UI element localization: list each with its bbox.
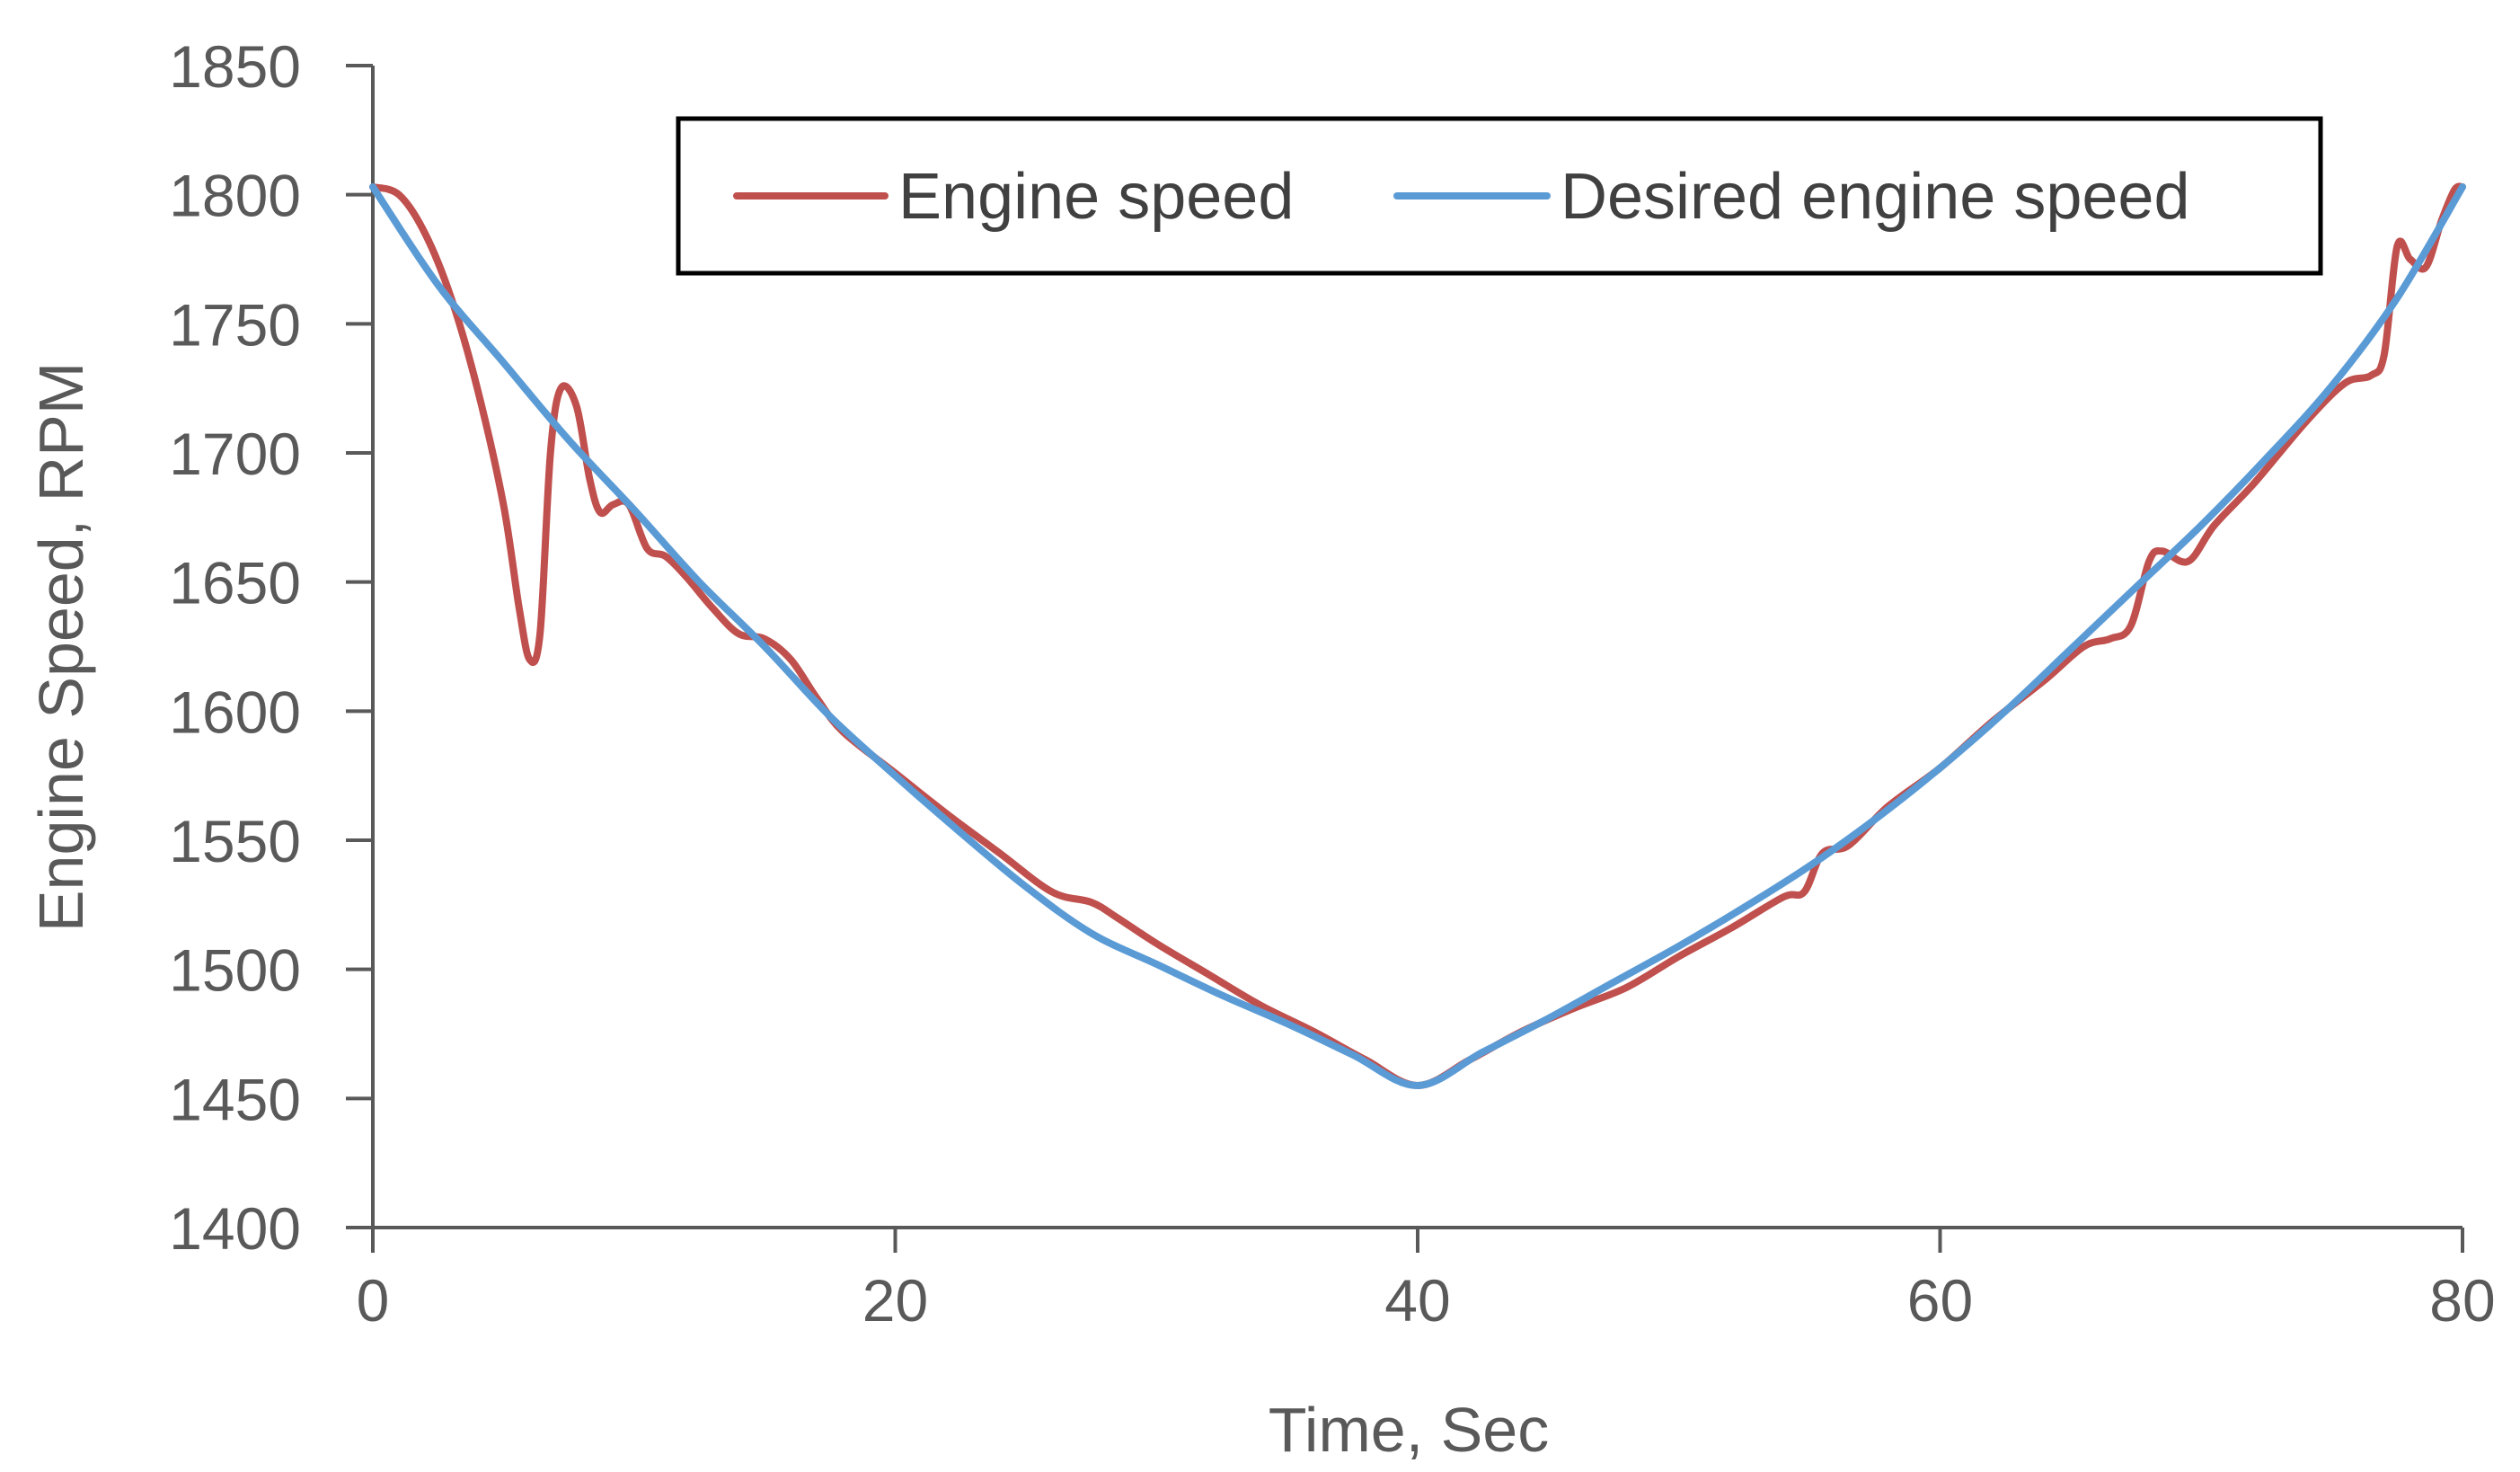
desired-engine-speed-line bbox=[369, 183, 2466, 1090]
y-tick-label: 1400 bbox=[169, 1195, 301, 1262]
engine-speed-line bbox=[369, 182, 2466, 1089]
x-tick-label: 20 bbox=[862, 1267, 928, 1334]
x-axis-ticks: 0 20 40 60 80 bbox=[357, 1228, 2496, 1334]
y-tick-label: 1800 bbox=[169, 163, 301, 229]
y-axis-ticks: 1400 1450 1500 1550 1600 1650 1700 1750 1800 1850 bbox=[169, 33, 373, 1262]
y-tick-label: 1500 bbox=[169, 937, 301, 1004]
y-tick-label: 1650 bbox=[169, 550, 301, 616]
series-layer bbox=[369, 182, 2466, 1090]
y-tick-label: 1750 bbox=[169, 291, 301, 358]
x-tick-label: 60 bbox=[1907, 1267, 1973, 1334]
legend-label-engine-speed: Engine speed bbox=[898, 161, 1294, 233]
x-axis-title: Time, Sec bbox=[1269, 1395, 1549, 1465]
y-tick-label: 1850 bbox=[169, 33, 301, 100]
y-tick-label: 1450 bbox=[169, 1066, 301, 1132]
legend: Engine speed Desired engine speed bbox=[676, 116, 2323, 276]
x-tick-label: 80 bbox=[2429, 1267, 2495, 1334]
y-tick-label: 1550 bbox=[169, 808, 301, 874]
x-tick-label: 0 bbox=[357, 1267, 390, 1334]
y-axis-title: Engine Speed, RPM bbox=[26, 362, 96, 932]
x-tick-label: 40 bbox=[1384, 1267, 1450, 1334]
legend-label-desired-engine-speed: Desired engine speed bbox=[1561, 161, 2190, 233]
y-tick-label: 1700 bbox=[169, 421, 301, 487]
y-tick-label: 1600 bbox=[169, 678, 301, 745]
